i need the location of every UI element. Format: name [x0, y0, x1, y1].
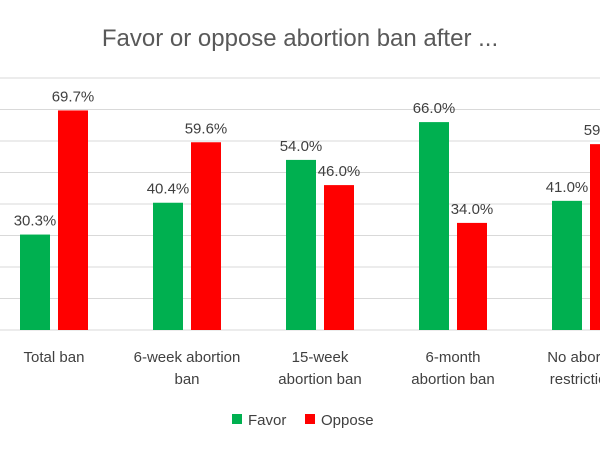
data-label-favor: 30.3%	[14, 213, 57, 230]
bar-oppose	[590, 144, 600, 330]
data-label-favor: 40.4%	[147, 181, 190, 198]
bar-oppose	[58, 110, 88, 330]
category-label: 6-month abortion ban	[411, 349, 494, 388]
data-label-oppose: 59.6%	[185, 120, 228, 137]
bar-oppose	[457, 222, 487, 330]
bar-oppose	[191, 142, 221, 330]
bar-favor	[153, 202, 183, 330]
bar-favor	[552, 200, 582, 330]
data-label-oppose: 69.7%	[52, 88, 95, 105]
data-label-favor: 66.0%	[413, 100, 456, 117]
category-labels: Total ban 6-week abortion ban 15-week aborti…	[24, 349, 600, 388]
legend-swatch-oppose	[305, 414, 315, 424]
data-label-oppose: 46.0%	[318, 163, 361, 180]
bar-oppose	[324, 185, 354, 330]
data-label-oppose: 59.0%	[584, 122, 600, 139]
legend-swatch-favor	[232, 414, 242, 424]
bars	[20, 110, 600, 330]
data-label-favor: 54.0%	[280, 138, 323, 155]
bar-favor	[419, 122, 449, 330]
chart-title: Favor or oppose abortion ban after ...	[102, 25, 498, 52]
bar-favor	[20, 234, 50, 330]
legend-label-oppose: Oppose	[321, 412, 374, 429]
legend-label-favor: Favor	[248, 412, 286, 429]
category-label: 6-week abortion ban	[134, 349, 241, 388]
legend: Favor Oppose	[232, 412, 374, 429]
data-label-favor: 41.0%	[546, 179, 589, 196]
bar-favor	[286, 159, 316, 330]
category-label: 15-week abortion ban	[278, 349, 361, 388]
category-label: No abortionrestrictions	[547, 349, 600, 388]
category-label: Total ban	[24, 349, 85, 366]
data-labels: 30.3% 69.7% 40.4% 59.6% 54.0% 46.0% 66.0% 34.0%…	[14, 88, 600, 229]
data-label-oppose: 34.0%	[451, 201, 494, 218]
